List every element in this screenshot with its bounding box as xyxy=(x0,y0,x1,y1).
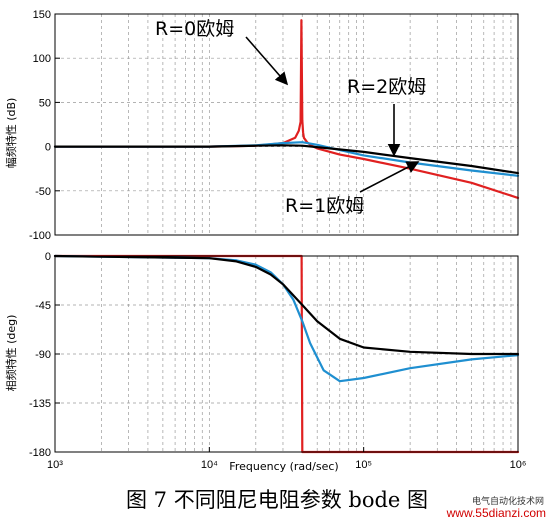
frequency-x-axis-label: Frequency (rad/sec) xyxy=(229,460,338,473)
magnitude-y-tick-label: -50 xyxy=(35,186,51,198)
watermark-url: www.55dianzi.com xyxy=(446,506,546,520)
magnitude-y-tick-label: 100 xyxy=(33,53,51,65)
magnitude-plot-background xyxy=(55,14,518,235)
magnitude-y-tick-label: 0 xyxy=(45,142,51,154)
annotation-r1: R=1欧姆 xyxy=(285,195,364,217)
annotation-r2: R=2欧姆 xyxy=(347,76,426,98)
phase-y-tick-label: -180 xyxy=(29,447,51,459)
phase-y-tick-label: -90 xyxy=(35,349,51,361)
x-tick-label: 10³ xyxy=(47,459,63,471)
watermark-site-name: 电气自动化技术网 xyxy=(471,497,544,507)
phase-plot-frame xyxy=(54,255,519,453)
magnitude-y-tick-label: 150 xyxy=(33,9,51,21)
magnitude-y-tick-label: 50 xyxy=(39,97,51,109)
magnitude-plot-frame xyxy=(54,13,519,236)
figure-caption: 图 7 不同阻尼电阻参数 bode 图 xyxy=(125,488,429,512)
magnitude-y-tick-label: -100 xyxy=(29,230,51,242)
phase-series-2-line xyxy=(53,254,520,356)
phase-y-axis-label: 相频特性 (deg) xyxy=(4,315,18,392)
x-tick-label: 10⁶ xyxy=(510,459,527,471)
phase-y-tick-label: -45 xyxy=(35,300,51,312)
x-tick-label: 10⁵ xyxy=(355,459,372,471)
annotation-r1-arrow xyxy=(359,161,420,193)
annotation-r0: R=0欧姆 xyxy=(155,18,234,40)
annotation-r0-arrow xyxy=(245,36,289,86)
phase-y-tick-label: 0 xyxy=(45,251,51,263)
x-tick-label: 10⁴ xyxy=(201,459,218,471)
phase-series-1-line xyxy=(53,254,520,383)
magnitude-panel: 150 100 50 0 -50 -100 xyxy=(29,9,520,242)
magnitude-y-axis-label: 幅频特性 (dB) xyxy=(4,98,18,169)
phase-y-tick-label: -135 xyxy=(29,398,51,410)
magnitude-series-2-line xyxy=(53,144,520,175)
